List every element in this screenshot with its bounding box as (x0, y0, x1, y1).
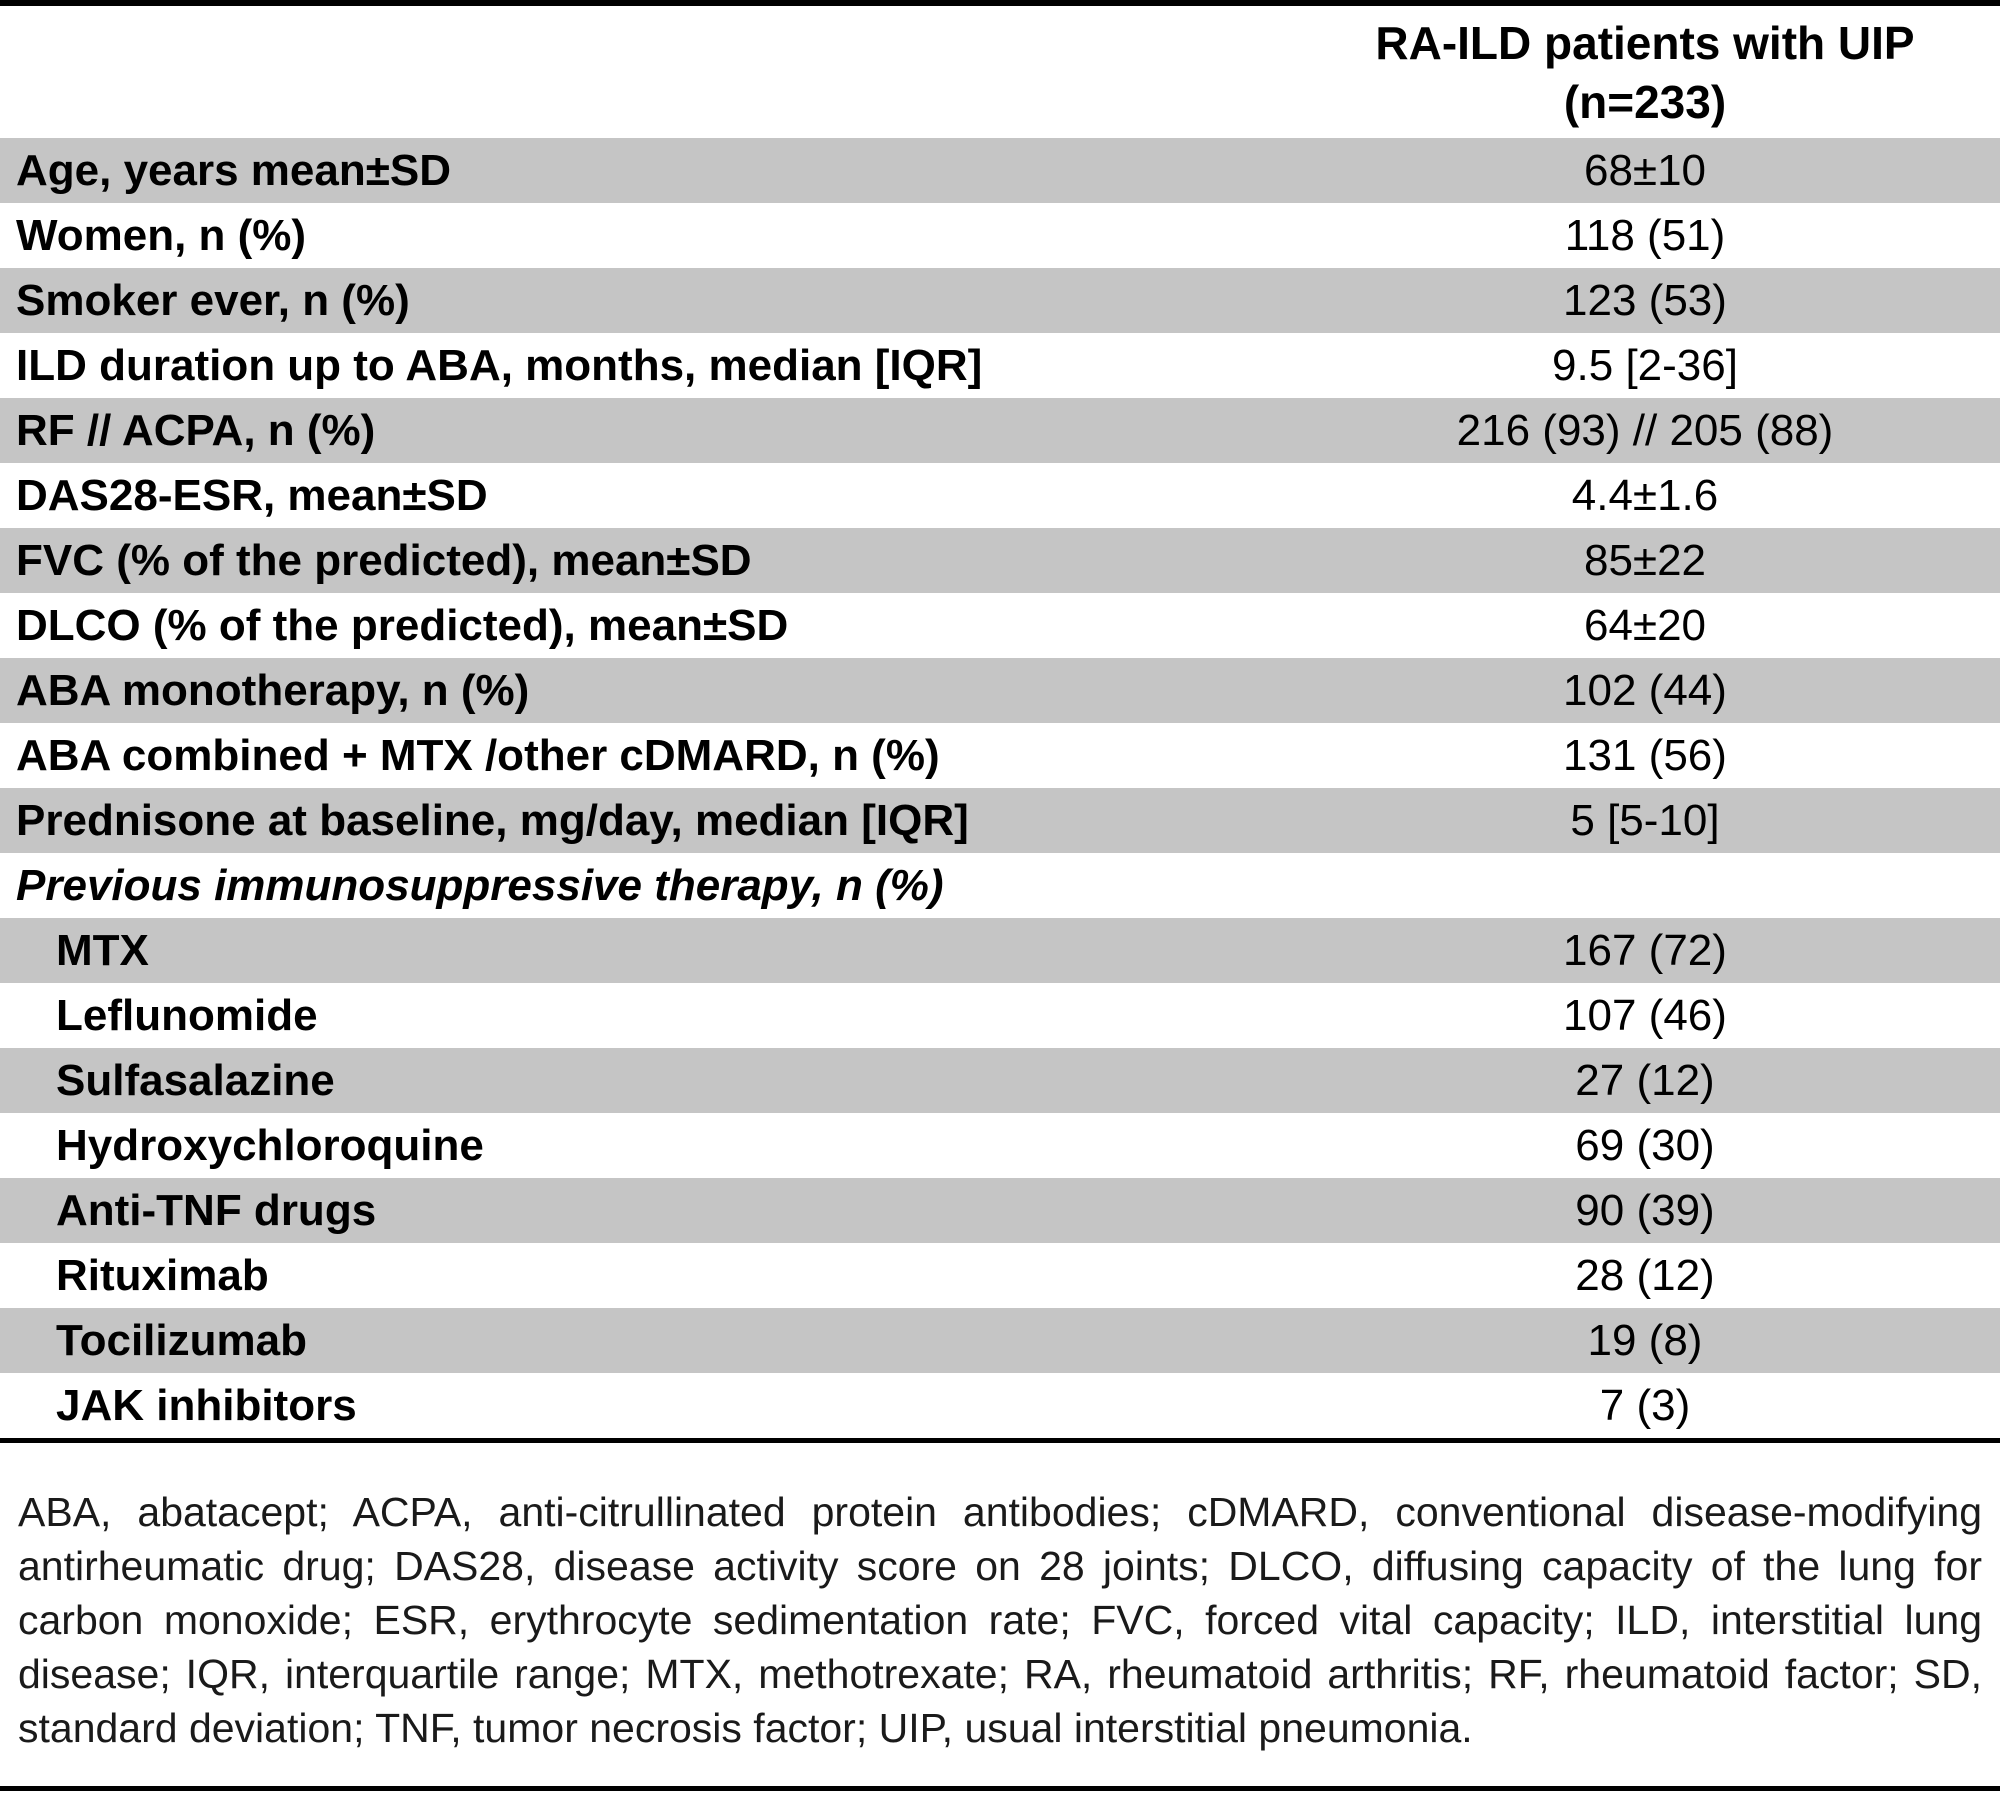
bottom-divider (0, 1785, 2000, 1791)
row-value: 5 [5-10] (1570, 795, 1720, 845)
row-label: JAK inhibitors (56, 1380, 357, 1430)
row-value: 85±22 (1583, 535, 1707, 585)
table-row-fvc: FVC (% of the predicted), mean±SD 85±22 (0, 528, 2000, 593)
row-value: 7 (3) (1599, 1380, 1691, 1430)
row-label: FVC (% of the predicted), mean±SD (16, 535, 752, 585)
row-label: Tocilizumab (56, 1315, 307, 1365)
row-value: 131 (56) (1563, 730, 1727, 780)
row-value: 69 (30) (1575, 1120, 1715, 1170)
row-label: Hydroxychloroquine (56, 1120, 484, 1170)
row-label: Prednisone at baseline, mg/day, median [… (16, 795, 969, 845)
row-value: 167 (72) (1563, 925, 1727, 975)
column-header-raild-uip: RA-ILD patients with UIP (n=233) (1375, 17, 1915, 128)
table-section-previous-therapy: Previous immunosuppressive therapy, n (%… (0, 853, 2000, 918)
table-row-prednisone: Prednisone at baseline, mg/day, median [… (0, 788, 2000, 853)
table-row-das28: DAS28-ESR, mean±SD 4.4±1.6 (0, 463, 2000, 528)
table-row-women: Women, n (%) 118 (51) (0, 203, 2000, 268)
patient-characteristics-table: RA-ILD patients with UIP (n=233) Age, ye… (0, 0, 2000, 1443)
row-label: Age, years mean±SD (16, 145, 452, 195)
table-row-jak-inhibitors: JAK inhibitors 7 (3) (0, 1373, 2000, 1438)
row-label: Smoker ever, n (%) (16, 275, 410, 325)
section-label: Previous immunosuppressive therapy, n (%… (16, 860, 944, 910)
row-value: 102 (44) (1563, 665, 1727, 715)
row-value: 19 (8) (1587, 1315, 1703, 1365)
row-label: MTX (56, 925, 149, 975)
table-row-age: Age, years mean±SD 68±10 (0, 138, 2000, 203)
row-label: DLCO (% of the predicted), mean±SD (16, 600, 789, 650)
row-value: 28 (12) (1575, 1250, 1715, 1300)
row-value: 9.5 [2-36] (1552, 340, 1738, 390)
row-value: 90 (39) (1575, 1185, 1715, 1235)
row-value: 107 (46) (1563, 990, 1727, 1040)
row-label: ABA monotherapy, n (%) (16, 665, 530, 715)
table-row-sulfasalazine: Sulfasalazine 27 (12) (0, 1048, 2000, 1113)
table-row-dlco: DLCO (% of the predicted), mean±SD 64±20 (0, 593, 2000, 658)
table-row-tocilizumab: Tocilizumab 19 (8) (0, 1308, 2000, 1373)
table-body: Age, years mean±SD 68±10 Women, n (%) 11… (0, 138, 2000, 1443)
row-value: 64±20 (1583, 600, 1707, 650)
row-value: 68±10 (1583, 145, 1707, 195)
row-value: 4.4±1.6 (1571, 470, 1719, 520)
table-row-rf-acpa: RF // ACPA, n (%) 216 (93) // 205 (88) (0, 398, 2000, 463)
row-label: ABA combined + MTX /other cDMARD, n (%) (16, 730, 940, 780)
table-row-mtx: MTX 167 (72) (0, 918, 2000, 983)
table-row-ild-duration: ILD duration up to ABA, months, median [… (0, 333, 2000, 398)
row-label: ILD duration up to ABA, months, median [… (16, 340, 983, 390)
table-row-anti-tnf: Anti-TNF drugs 90 (39) (0, 1178, 2000, 1243)
abbreviations-footnote: ABA, abatacept; ACPA, anti-citrullinated… (18, 1489, 1982, 1752)
row-label: Rituximab (56, 1250, 269, 1300)
table-header-row: RA-ILD patients with UIP (n=233) (0, 6, 2000, 138)
row-label: Anti-TNF drugs (56, 1185, 377, 1235)
row-label: Sulfasalazine (56, 1055, 335, 1105)
table-row-hydroxychloroquine: Hydroxychloroquine 69 (30) (0, 1113, 2000, 1178)
row-value: 27 (12) (1575, 1055, 1715, 1105)
table-row-leflunomide: Leflunomide 107 (46) (0, 983, 2000, 1048)
row-value: 123 (53) (1563, 275, 1727, 325)
row-value: 216 (93) // 205 (88) (1456, 405, 1834, 455)
table-row-aba-monotherapy: ABA monotherapy, n (%) 102 (44) (0, 658, 2000, 723)
row-label: RF // ACPA, n (%) (16, 405, 376, 455)
row-label: Leflunomide (56, 990, 318, 1040)
row-value: 118 (51) (1564, 210, 1726, 260)
row-label: Women, n (%) (16, 210, 307, 260)
row-label: DAS28-ESR, mean±SD (16, 470, 488, 520)
table-row-aba-combined: ABA combined + MTX /other cDMARD, n (%) … (0, 723, 2000, 788)
table-row-rituximab: Rituximab 28 (12) (0, 1243, 2000, 1308)
table-row-smoker: Smoker ever, n (%) 123 (53) (0, 268, 2000, 333)
